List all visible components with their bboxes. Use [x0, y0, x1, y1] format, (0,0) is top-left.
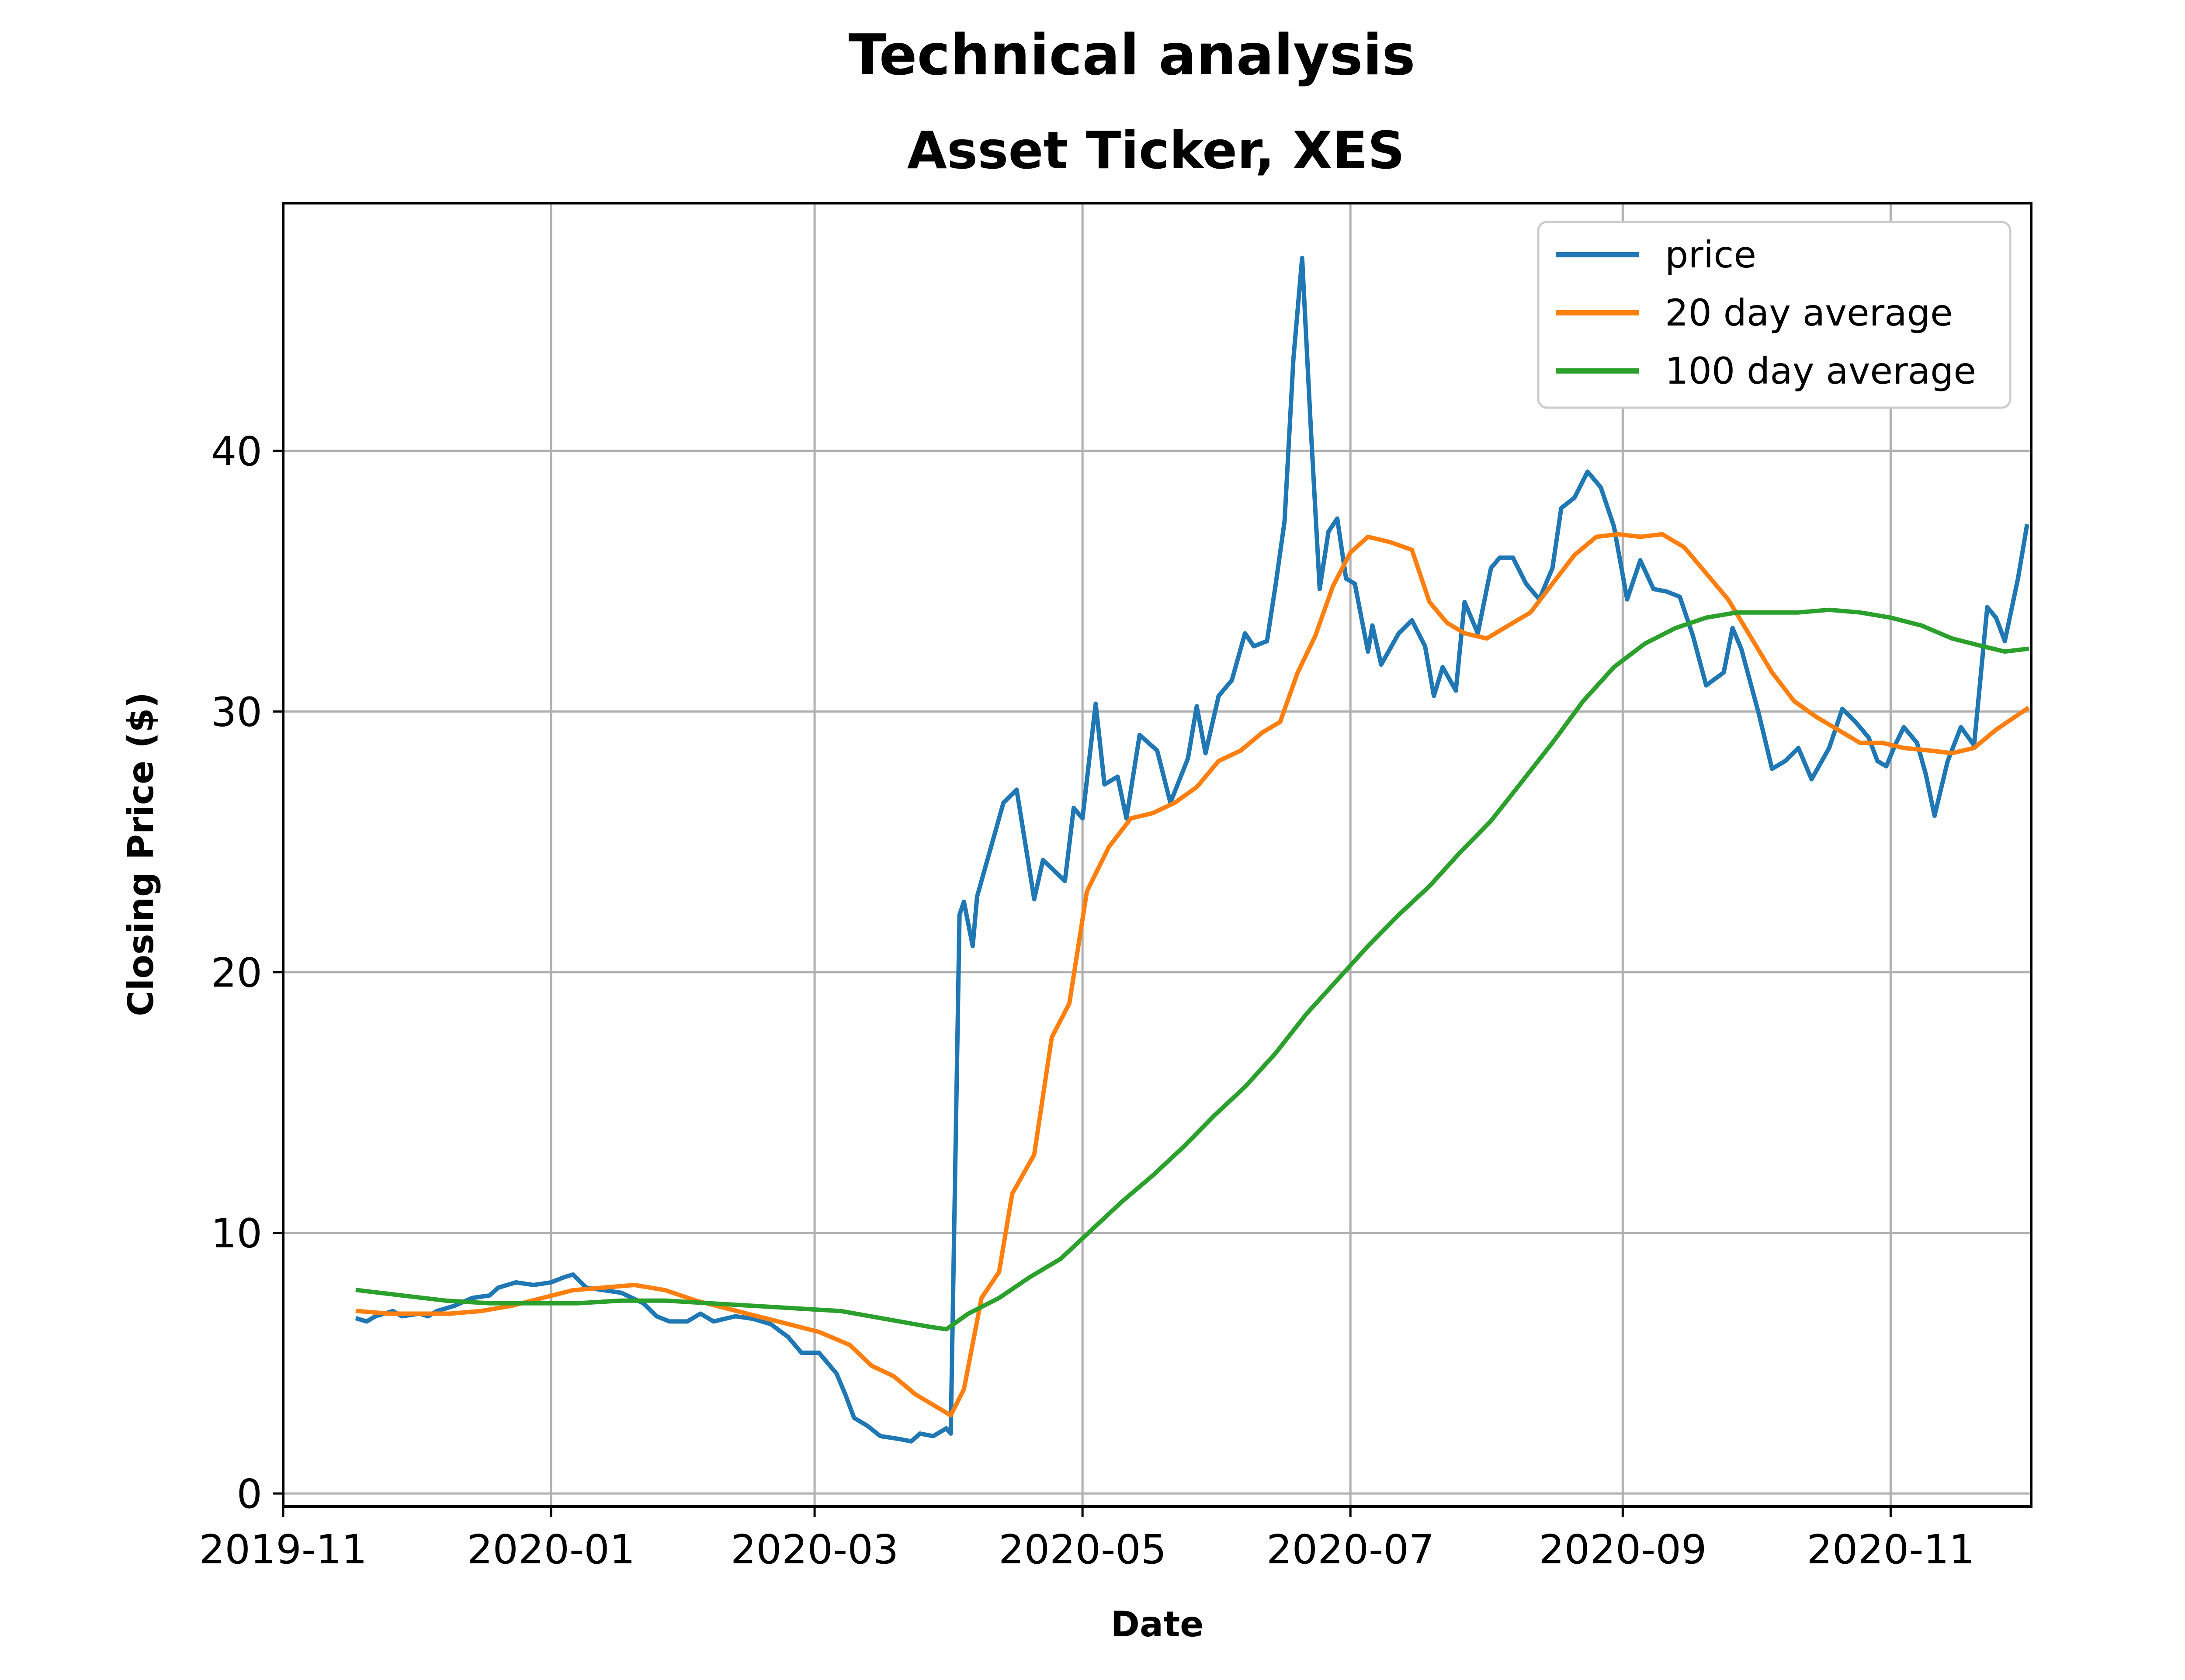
- y-tick-label-40: 40: [211, 428, 262, 475]
- x-axis-label: Date: [1111, 1604, 1204, 1645]
- series-line-20-day-average: [355, 532, 2030, 1418]
- legend-label-100-day-average: 100 day average: [1665, 350, 1976, 392]
- y-tick-label-30: 30: [211, 689, 262, 735]
- chart-subtitle: Asset Ticker, XES: [907, 120, 1405, 180]
- y-axis-label: Closing Price ($): [121, 692, 161, 1016]
- chart-title: Technical analysis: [848, 23, 1415, 88]
- x-tick-label-2020-01: 2020-01: [467, 1526, 635, 1573]
- series-line-100-day-average: [355, 607, 2029, 1332]
- legend-label-price: price: [1665, 233, 1756, 276]
- y-tick-label-20: 20: [211, 949, 262, 996]
- legend-label-20-day-average: 20 day average: [1665, 291, 1953, 334]
- grid: [282, 203, 2031, 1507]
- legend: price 20 day average 100 day average: [1537, 221, 2012, 409]
- plot-area: [355, 256, 2030, 1444]
- series-line-price: [355, 256, 2029, 1444]
- x-tick-label-2020-03: 2020-03: [731, 1526, 898, 1573]
- x-tick-label-2020-11: 2020-11: [1807, 1526, 1974, 1573]
- x-axis: 2019-11 2020-01 2020-03 2020-05 2020-07 2020-…: [199, 1507, 1975, 1573]
- y-axis: 0 10 20 30 40: [211, 428, 283, 1517]
- x-tick-label-2019-11: 2019-11: [199, 1526, 367, 1573]
- y-tick-label-10: 10: [211, 1210, 262, 1257]
- x-tick-label-2020-09: 2020-09: [1539, 1526, 1706, 1573]
- legend-box: [1537, 221, 2012, 409]
- y-tick-label-0: 0: [236, 1471, 262, 1517]
- x-tick-label-2020-07: 2020-07: [1266, 1526, 1434, 1573]
- x-tick-label-2020-05: 2020-05: [999, 1526, 1166, 1573]
- plot-frame: [282, 202, 2032, 1508]
